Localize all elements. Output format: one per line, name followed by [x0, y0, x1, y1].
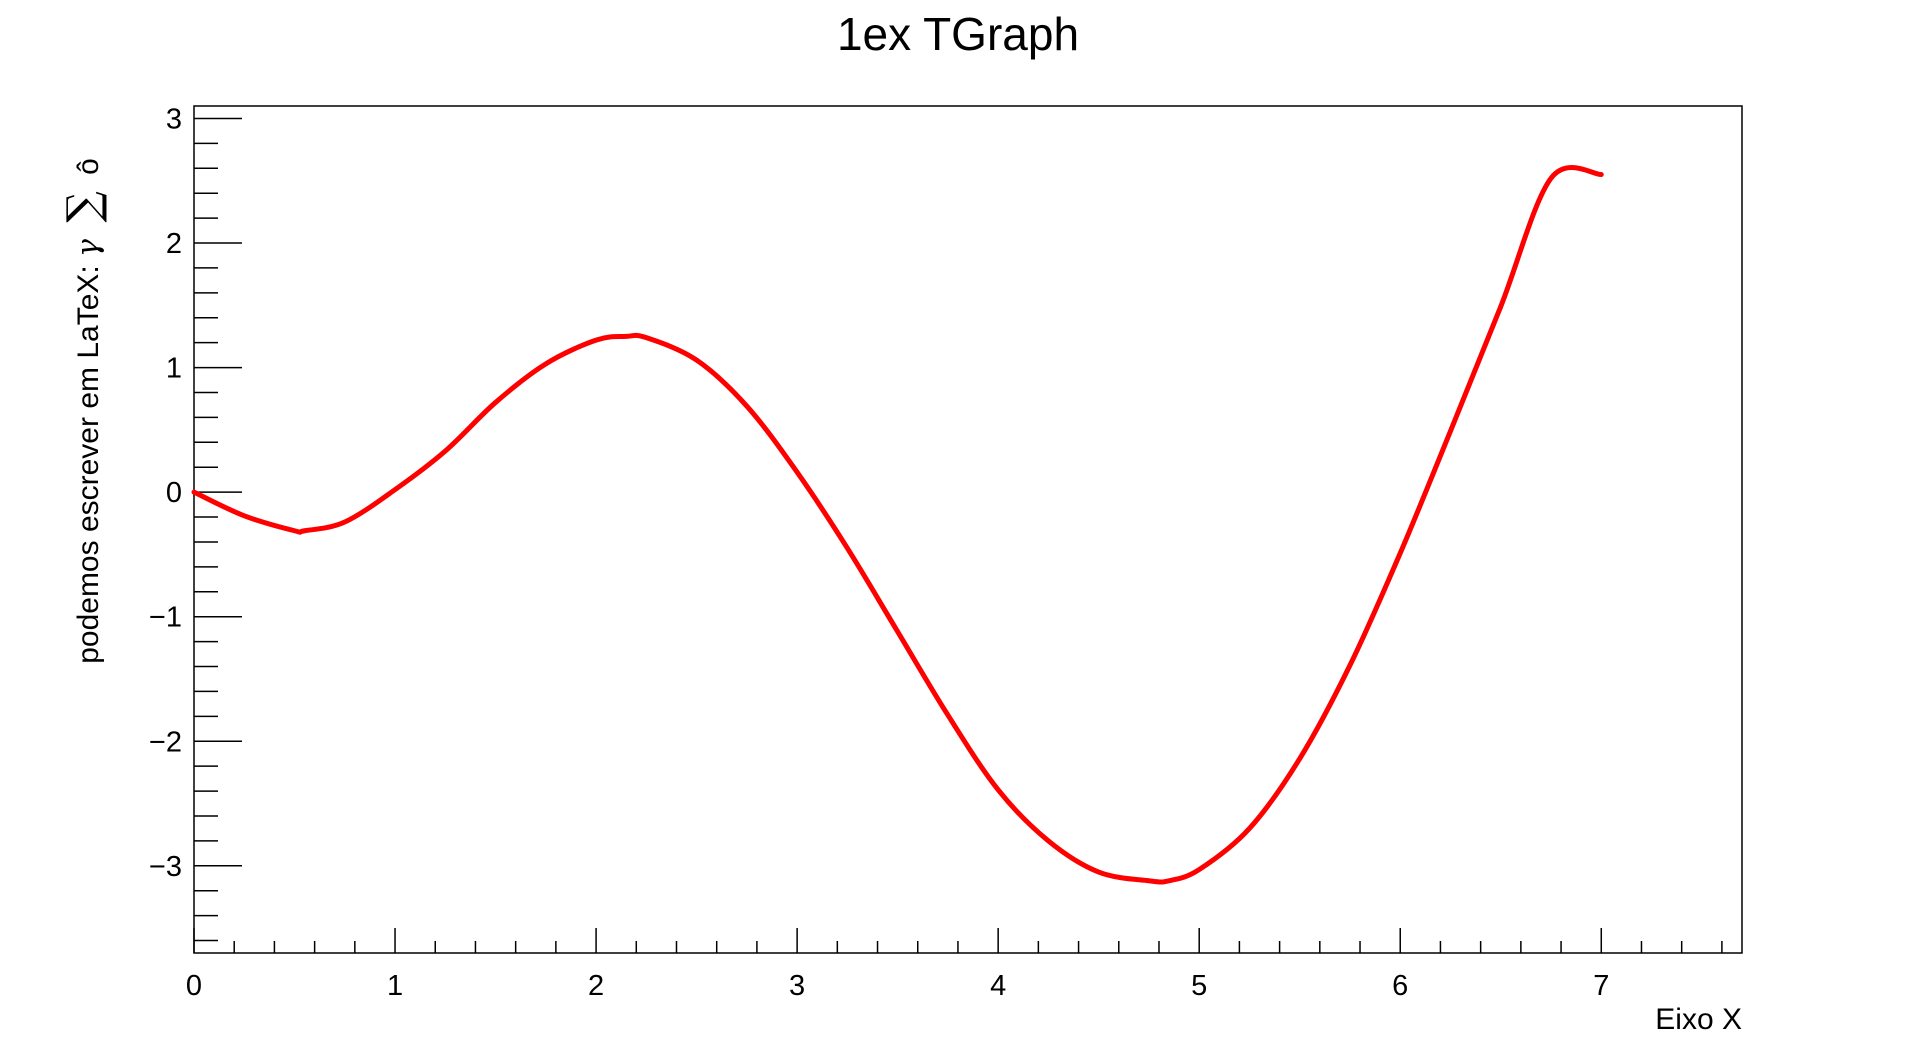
sigma-symbol: ∑ [58, 191, 109, 222]
y-tick-label: −2 [149, 726, 182, 758]
series-line [191, 165, 1604, 885]
x-tick-label: 1 [387, 970, 403, 1002]
x-tick-label: 4 [990, 970, 1006, 1002]
x-tick-label: 2 [588, 970, 604, 1002]
axes: 0 1 2 3 4 5 6 7 −3 −2 −1 0 1 2 3 [149, 103, 1723, 1002]
y-tick-label: −3 [149, 851, 182, 883]
plot-frame [193, 105, 1743, 954]
y-tick-label: 0 [166, 477, 182, 509]
svg-text:podemos escrever em LaTeX:: podemos escrever em LaTeX: γ ∑ ô [58, 158, 109, 664]
ohat-symbol: ô [72, 158, 105, 175]
chart-title: 1ex TGraph [837, 8, 1079, 60]
x-axis-title: Eixo X [1655, 1003, 1742, 1036]
y-axis-title-text: podemos escrever em LaTeX: [72, 257, 105, 664]
y-tick-label: 1 [166, 353, 182, 385]
x-tick-label: 0 [186, 970, 202, 1002]
y-tick-label: 2 [166, 228, 182, 260]
x-tick-label: 5 [1191, 970, 1207, 1002]
y-tick-label: 3 [166, 103, 182, 135]
y-axis-title: podemos escrever em LaTeX: γ ∑ ô [58, 158, 109, 664]
gamma-symbol: γ [71, 239, 106, 257]
x-tick-label: 6 [1392, 970, 1408, 1002]
x-tick-label: 3 [789, 970, 805, 1002]
y-tick-label: −1 [149, 602, 182, 634]
x-tick-label: 7 [1593, 970, 1609, 1002]
